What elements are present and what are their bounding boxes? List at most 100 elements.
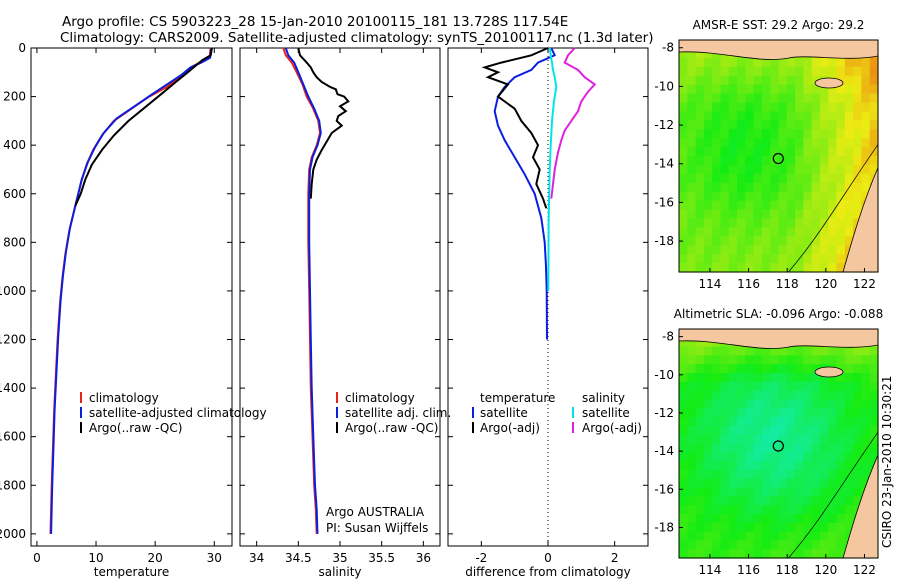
map-1-cell	[795, 120, 804, 130]
map-2-cell	[820, 469, 829, 480]
map-2-cell	[703, 540, 713, 550]
map-2-cell	[820, 540, 829, 550]
map-1-cell	[753, 200, 763, 211]
map-1-cell	[679, 236, 688, 246]
map-2-cell	[679, 452, 688, 462]
map-2-cell	[753, 425, 763, 436]
panel-3-xtick-label: 0	[544, 551, 552, 565]
map-2-cell	[836, 425, 846, 436]
map-1-cell	[811, 200, 821, 211]
map-1-cell	[828, 209, 838, 219]
map-2-cell	[737, 443, 746, 453]
map-2-cell	[761, 390, 771, 401]
map-2-cell	[778, 408, 788, 418]
map-1-cell	[820, 245, 829, 255]
map-1-cell	[728, 129, 738, 139]
map-1-cell	[811, 209, 821, 219]
panel-3-series-3	[547, 47, 558, 291]
map-1-cell	[728, 84, 738, 95]
map-2-cell	[786, 425, 796, 436]
map-2-cell	[861, 434, 871, 445]
map-1-cell	[778, 111, 788, 121]
map-1-cell	[737, 147, 746, 157]
map-2-cell	[844, 505, 854, 515]
map-1-cell	[703, 138, 713, 148]
map-2-cell	[753, 443, 763, 453]
map-2-cell	[795, 408, 804, 418]
map-2-cell	[728, 540, 738, 550]
map-2-cell	[745, 373, 755, 383]
panel-2-series-2	[284, 47, 322, 534]
map-1-cell	[720, 129, 730, 139]
map-2-cell	[703, 496, 713, 506]
map-1-cell	[778, 129, 788, 139]
map-2-cell	[695, 443, 705, 453]
map-1-cell	[861, 156, 871, 166]
map-2-cell	[712, 522, 722, 533]
map-2-cell	[753, 434, 763, 445]
map-2-cell	[728, 443, 738, 453]
map-1-cell	[712, 218, 722, 228]
map-2-cell	[761, 417, 771, 427]
map-2-cell	[811, 408, 821, 418]
map-1-cell	[844, 102, 854, 112]
map-1-cell	[695, 245, 705, 255]
map-1-cell	[786, 245, 796, 255]
map-2-cell	[745, 355, 755, 365]
map-2-cell	[703, 417, 713, 427]
map-2-cell	[778, 531, 788, 541]
map-1-cell	[703, 191, 713, 202]
map-1-cell	[753, 75, 763, 86]
map-2-cell	[745, 346, 755, 356]
map-1-cell	[844, 200, 854, 211]
map-1-cell	[811, 191, 821, 202]
map-2-cell	[712, 540, 722, 550]
map-1-cell	[795, 164, 804, 175]
map-2-cell	[853, 364, 862, 374]
map-1-cell	[820, 173, 829, 184]
map-1-cell	[853, 209, 862, 219]
map-1-cell	[695, 254, 705, 264]
map-1-cell	[869, 102, 879, 112]
map-1-cell	[869, 75, 879, 86]
map-2-cell	[687, 390, 697, 401]
panel-3-series-4	[550, 47, 597, 199]
map-2-cell	[687, 469, 697, 480]
map-1-cell	[836, 245, 846, 255]
depth-tick-label: 1000	[0, 284, 26, 298]
map-1-cell	[811, 102, 821, 112]
map-1-cell	[761, 84, 771, 95]
map-2-cell	[745, 514, 755, 524]
header-line-1: Argo profile: CS 5903223_28 15-Jan-2010 …	[62, 14, 569, 30]
map-2-cell	[761, 496, 771, 506]
map-2-cell	[770, 540, 780, 550]
map-2-cell	[703, 461, 713, 471]
map-2-cell	[803, 443, 813, 453]
map-2-cell	[861, 443, 871, 453]
map-1-cell	[720, 66, 730, 77]
map-2-cell	[753, 531, 763, 541]
map-2-cell	[811, 531, 821, 541]
map-2-xtick-label: 122	[853, 563, 876, 577]
map-1-cell	[703, 48, 713, 59]
map-2-cell	[778, 469, 788, 480]
map-1-cell	[869, 66, 879, 77]
map-2-cell	[728, 531, 738, 541]
map-2-cell	[844, 381, 854, 392]
map-2-cell	[737, 540, 746, 550]
map-1-cell	[728, 209, 738, 219]
map-1-cell	[786, 93, 796, 103]
map-1-xtick-label: 122	[853, 277, 876, 291]
map-1-cell	[803, 263, 813, 273]
map-2-cell	[778, 355, 788, 365]
map-1-cell	[836, 209, 846, 219]
map-2-cell	[795, 505, 804, 515]
diff-legend-left-label: satellite	[480, 406, 528, 420]
map-2-cell	[745, 399, 755, 409]
map-2-cell	[687, 417, 697, 427]
map-2-cell	[778, 425, 788, 436]
map-2-cell	[853, 346, 862, 356]
map-1-cell	[778, 209, 788, 219]
map-1-cell	[737, 200, 746, 211]
map-1-cell	[703, 93, 713, 103]
